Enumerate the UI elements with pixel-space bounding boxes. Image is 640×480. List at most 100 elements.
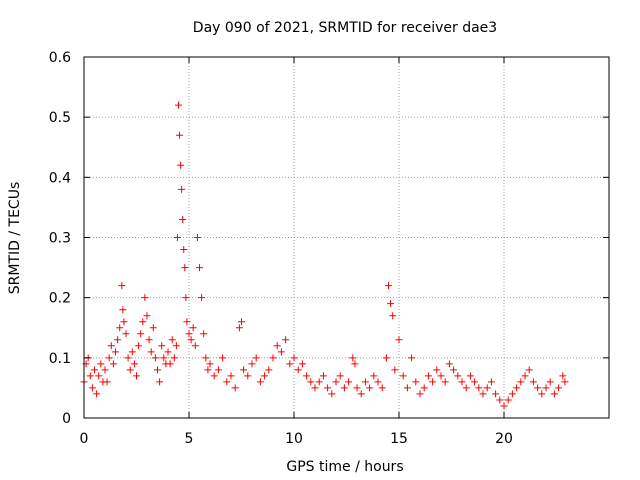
data-point: [298, 360, 306, 368]
data-point: [508, 390, 516, 398]
data-point: [416, 390, 424, 398]
data-points: [80, 101, 569, 410]
data-point: [454, 372, 462, 380]
data-point: [412, 378, 420, 386]
data-point: [164, 348, 172, 356]
data-point: [101, 366, 109, 374]
data-point: [403, 384, 411, 392]
data-point: [433, 366, 441, 374]
data-point: [154, 366, 161, 374]
data-point: [542, 384, 550, 392]
data-point: [525, 366, 533, 374]
data-point: [408, 354, 416, 362]
data-point: [112, 348, 119, 356]
data-point: [529, 378, 537, 386]
data-point: [269, 354, 277, 362]
data-point: [240, 366, 248, 374]
data-point: [179, 215, 187, 223]
data-point: [231, 384, 239, 392]
data-point: [294, 366, 302, 374]
data-point: [561, 378, 569, 386]
data-point: [143, 312, 151, 320]
data-point: [235, 324, 243, 332]
data-point: [130, 360, 138, 368]
data-point: [95, 372, 103, 380]
data-point: [273, 342, 281, 350]
data-point: [500, 402, 508, 410]
data-point: [178, 185, 186, 193]
data-point: [210, 372, 218, 380]
data-point: [156, 378, 164, 386]
data-point: [158, 342, 166, 350]
y-tick-label: 0: [62, 411, 71, 427]
data-point: [378, 384, 386, 392]
data-point: [193, 234, 201, 241]
data-point: [124, 354, 132, 362]
y-tick-label: 0.1: [49, 351, 71, 367]
data-point: [168, 336, 176, 344]
data-point: [120, 318, 128, 326]
data-point: [206, 360, 214, 368]
data-point: [286, 360, 294, 368]
data-point: [513, 384, 521, 392]
axis-ticks: 0 0.1 0.2 0.3 0.4 0.5 0.6 0 5 10 15 20: [49, 50, 609, 447]
data-point: [196, 264, 203, 272]
data-point: [385, 282, 392, 290]
data-point: [145, 336, 153, 344]
data-point: [391, 366, 399, 374]
data-point: [496, 396, 504, 404]
data-point: [429, 378, 437, 386]
data-point: [135, 342, 143, 350]
data-point: [458, 378, 466, 386]
data-point: [149, 324, 157, 332]
data-point: [517, 378, 525, 386]
data-point: [191, 342, 199, 350]
data-point: [319, 372, 327, 380]
data-point: [340, 384, 348, 392]
data-point: [182, 294, 190, 302]
data-point: [332, 378, 340, 386]
data-point: [361, 378, 369, 386]
data-point: [88, 384, 96, 392]
data-point: [151, 354, 159, 362]
data-point: [307, 378, 315, 386]
data-point: [479, 390, 487, 398]
data-point: [261, 372, 269, 380]
data-point: [137, 330, 145, 338]
data-point: [202, 354, 210, 362]
data-point: [147, 348, 155, 356]
data-point: [559, 372, 567, 380]
data-point: [118, 282, 126, 290]
data-point: [389, 312, 397, 320]
data-point: [180, 246, 188, 254]
data-point: [265, 366, 273, 374]
data-point: [219, 354, 227, 362]
data-point: [176, 131, 184, 139]
data-point: [119, 306, 127, 314]
y-tick-label: 0.2: [49, 291, 71, 307]
data-point: [128, 348, 136, 356]
data-point: [105, 354, 113, 362]
data-point: [91, 366, 98, 374]
data-point: [357, 390, 365, 398]
x-tick-label: 10: [285, 431, 303, 447]
data-point: [122, 330, 130, 338]
y-tick-label: 0.6: [49, 50, 71, 66]
data-point: [181, 264, 189, 272]
data-point: [103, 378, 111, 386]
y-tick-label: 0.3: [49, 231, 71, 247]
data-point: [303, 372, 311, 380]
data-point: [546, 378, 554, 386]
data-point: [441, 378, 449, 386]
x-axis-label: GPS time / hours: [286, 459, 403, 475]
data-point: [424, 372, 432, 380]
data-point: [141, 294, 149, 302]
data-point: [315, 378, 323, 386]
data-point: [107, 342, 115, 350]
data-point: [555, 384, 563, 392]
data-point: [349, 354, 357, 362]
data-point: [475, 384, 483, 392]
data-point: [248, 360, 256, 368]
data-point: [204, 366, 212, 374]
data-point: [183, 318, 191, 326]
